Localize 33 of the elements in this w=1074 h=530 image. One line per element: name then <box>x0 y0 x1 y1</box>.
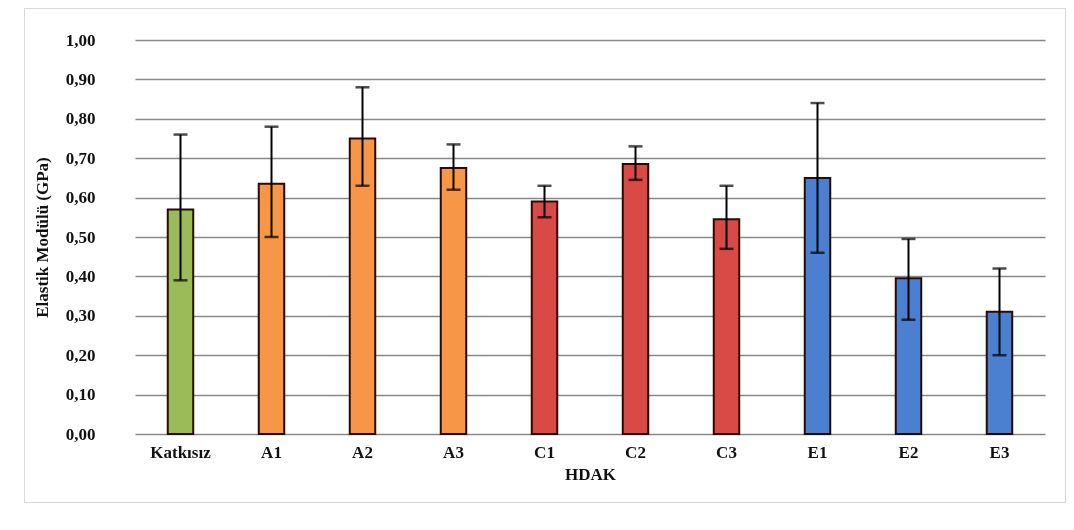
y-axis-title: Elastik Modülü (GPa) <box>32 157 52 318</box>
y-tick-label: 0,70 <box>65 148 96 168</box>
y-tick-label: 0,40 <box>65 266 96 286</box>
bar <box>803 176 832 435</box>
y-tick-label: 0,60 <box>65 188 96 208</box>
bar <box>621 163 650 435</box>
bar <box>348 137 377 435</box>
y-tick-label: 0,90 <box>65 69 96 89</box>
bar <box>530 200 559 435</box>
bar <box>894 277 923 435</box>
bar <box>166 208 195 435</box>
y-tick-label: 0,50 <box>65 227 96 247</box>
x-tick-label: A1 <box>261 442 282 462</box>
x-axis-title: HDAK <box>565 464 617 484</box>
x-tick-label: C3 <box>716 442 737 462</box>
x-tick-label: A3 <box>443 442 464 462</box>
x-tick-label: C1 <box>534 442 555 462</box>
y-tick-label: 0,80 <box>65 109 96 129</box>
y-tick-label: 1,00 <box>65 30 96 50</box>
bar <box>712 218 741 435</box>
bar <box>985 310 1014 435</box>
bar <box>257 182 286 435</box>
y-tick-label: 0,30 <box>65 306 96 326</box>
y-tick-label: 0,20 <box>65 345 96 365</box>
x-tick-label: A2 <box>352 442 373 462</box>
y-tick-label: 0,00 <box>65 424 96 444</box>
x-tick-label: C2 <box>625 442 646 462</box>
bar <box>439 167 468 435</box>
x-tick-label: E2 <box>898 442 919 462</box>
x-tick-label: E3 <box>989 442 1010 462</box>
x-tick-label: E1 <box>807 442 828 462</box>
y-tick-label: 0,10 <box>65 385 96 405</box>
x-tick-label: Katkısız <box>150 442 212 462</box>
